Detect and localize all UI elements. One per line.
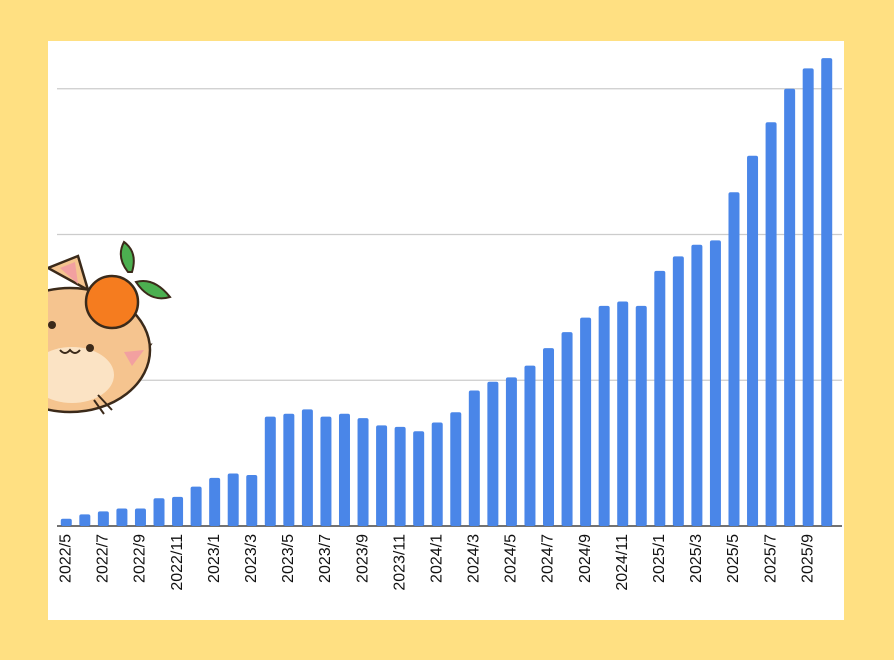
bar <box>580 317 592 526</box>
x-tick-label: 2024/1 <box>428 534 445 583</box>
x-tick-label: 2023/5 <box>280 534 297 583</box>
x-tick-label: 2023/7 <box>317 534 334 583</box>
bar <box>97 511 109 526</box>
bar <box>413 431 425 526</box>
bar <box>227 473 239 526</box>
bar <box>561 332 573 526</box>
bar <box>116 508 128 526</box>
x-tick-label: 2022/9 <box>132 534 149 583</box>
bar <box>283 413 295 526</box>
x-tick-label: 2025/9 <box>799 534 816 583</box>
bar <box>338 413 350 526</box>
bar <box>635 305 647 526</box>
bar <box>172 496 184 526</box>
bar <box>487 381 499 526</box>
bar <box>209 477 221 526</box>
bar <box>320 416 332 526</box>
bar <box>654 270 666 526</box>
bar <box>376 425 388 526</box>
x-tick-label: 2022/5 <box>57 534 74 583</box>
x-tick-label: 2023/1 <box>206 534 223 583</box>
x-tick-label: 2023/3 <box>243 534 260 583</box>
x-tick-label: 2025/7 <box>762 534 779 583</box>
x-tick-label: 2024/5 <box>503 534 520 583</box>
bar <box>505 377 517 526</box>
bar <box>246 474 258 526</box>
x-tick-label: 2025/5 <box>725 534 742 583</box>
bar <box>431 422 443 526</box>
x-tick-label: 2023/11 <box>391 534 408 591</box>
bar <box>468 390 480 526</box>
bar <box>728 192 740 526</box>
bar <box>617 301 629 526</box>
x-tick-label: 2022/7 <box>95 534 112 583</box>
x-tick-label: 2025/1 <box>651 534 668 583</box>
bar <box>190 486 202 526</box>
bar <box>765 122 777 526</box>
bar <box>394 426 406 526</box>
bar <box>357 418 369 526</box>
bar <box>747 155 759 526</box>
bar <box>524 365 536 526</box>
bar <box>543 348 555 526</box>
plot-panel <box>48 41 844 620</box>
x-tick-label: 2024/11 <box>614 534 631 591</box>
bar <box>301 409 313 526</box>
cat-mascot <box>48 240 172 415</box>
bar <box>672 256 684 526</box>
x-tick-label: 2025/3 <box>688 534 705 583</box>
x-tick-label: 2023/9 <box>354 534 371 583</box>
bar <box>691 244 703 527</box>
bar <box>450 412 462 526</box>
bar <box>709 240 721 526</box>
bar <box>79 514 91 526</box>
bar <box>153 498 165 526</box>
x-tick-label: 2024/9 <box>577 534 594 583</box>
bar <box>134 508 146 526</box>
x-tick-label: 2024/7 <box>540 534 557 583</box>
bar <box>784 88 796 527</box>
x-tick-label: 2022/11 <box>169 534 186 591</box>
bar <box>821 58 833 526</box>
x-tick-label: 2024/3 <box>466 534 483 583</box>
bar <box>598 305 610 526</box>
bar <box>264 416 276 526</box>
bar <box>802 68 814 526</box>
bar <box>60 518 72 526</box>
bar-layer: 2022/5 2022/7 2022/9 2022/11 2023/1 2023/3 202… <box>57 58 842 591</box>
